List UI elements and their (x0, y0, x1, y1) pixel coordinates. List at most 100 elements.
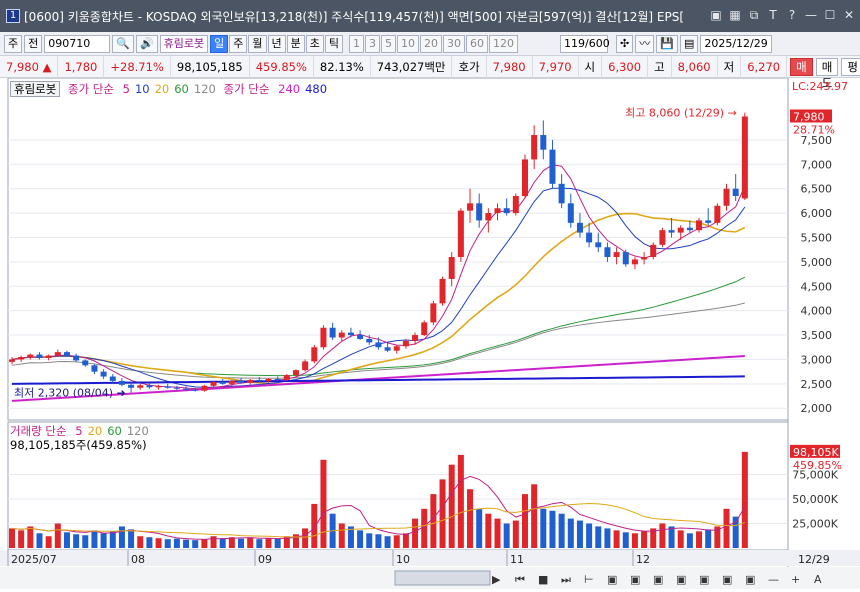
volume-bar (201, 539, 208, 548)
code-prefix[interactable]: 전 (24, 34, 43, 53)
interval-tab-5[interactable]: 30 (443, 34, 466, 53)
data-count[interactable]: 119/600 (560, 34, 610, 53)
nav-icon: ▣ (676, 573, 686, 586)
nav-icon: ▣ (607, 573, 617, 586)
price-axis-label: 4,500 (801, 280, 833, 293)
price-volume-chart[interactable]: 7,500 7,000 6,500 6,000 5,500 5,000 4,500 4,000… (0, 77, 860, 589)
candle-body (256, 379, 263, 381)
volume-bar (228, 537, 235, 548)
volume-bar (595, 526, 602, 548)
volume-bar (173, 538, 180, 548)
volume-bar (311, 503, 318, 548)
volume-bar (320, 459, 327, 548)
period-tab-4[interactable]: 분 (286, 34, 305, 53)
volume-bar (604, 528, 611, 548)
search-icon[interactable]: 🔍 (112, 34, 134, 53)
candle-body (714, 205, 721, 223)
speaker-icon[interactable]: 🔊 (135, 34, 158, 53)
volume-bar (357, 530, 364, 548)
candle-body (109, 376, 116, 381)
nav-icon: ⏮ (515, 573, 525, 586)
volume-legend-label: 거래량 (10, 424, 42, 438)
period-tab-3[interactable]: 년 (267, 34, 286, 53)
calendar-icon[interactable]: ▤ (679, 34, 699, 53)
ma2-periods-240: 240 (278, 82, 301, 96)
candle-body (476, 203, 483, 221)
candle-body (366, 338, 373, 343)
price-axis-label: 6,500 (801, 183, 833, 196)
open-label: 시 (579, 55, 603, 78)
crosshair-icon[interactable]: ✣ (616, 34, 634, 53)
ma2-periods-480: 480 (305, 82, 328, 96)
volume-bar (613, 530, 620, 548)
price-axis-label: 7,000 (801, 158, 833, 171)
maximize-icon[interactable]: ☐ (824, 8, 836, 22)
interval-tab-7[interactable]: 120 (489, 34, 519, 53)
scroll-thumb (394, 570, 491, 586)
ma-periods-120: 120 (193, 82, 216, 96)
buy-button[interactable]: 매수 (790, 57, 813, 90)
interval-tab-0[interactable]: 1 (349, 34, 365, 53)
candle-body (329, 327, 336, 338)
period-tab-6[interactable]: 틱 (324, 34, 344, 53)
save-icon[interactable]: 💾 (656, 34, 678, 53)
candle-body (384, 347, 391, 351)
period-tab-1[interactable]: 주 (229, 34, 248, 53)
font-icon[interactable]: T (769, 8, 777, 22)
x-axis-bar (0, 550, 860, 566)
tile-icon[interactable]: ⧉ (749, 8, 759, 22)
candle-body (274, 378, 281, 380)
volume-bar (696, 531, 703, 548)
interval-tab-3[interactable]: 10 (397, 34, 420, 53)
lc-label: LC:243.97 (792, 80, 848, 93)
volume-bar (494, 518, 501, 548)
candle-body (292, 370, 299, 376)
interval-tab-6[interactable]: 60 (466, 34, 489, 53)
candle-body (311, 347, 318, 362)
volume-bar (521, 494, 528, 548)
interval-tab-2[interactable]: 5 (381, 34, 397, 53)
volume-bar (677, 530, 684, 548)
last-volume-pct: 459.85% (793, 459, 842, 472)
grid-icon[interactable]: ▦ (729, 8, 741, 22)
chart-type-icon[interactable]: 〰 (635, 34, 655, 53)
candle-body (604, 247, 611, 257)
volume-bar (9, 528, 15, 548)
link-icon[interactable]: ▣ (710, 8, 722, 22)
nav-icon: — (768, 573, 779, 586)
period-tab-0[interactable]: 일 (210, 34, 229, 53)
volume-bar (54, 523, 61, 548)
interval-tab-4[interactable]: 20 (420, 34, 443, 53)
candle-body (118, 380, 125, 385)
stock-code-input[interactable]: 090710 (44, 34, 111, 53)
close-icon[interactable]: ✕ (843, 8, 855, 22)
sell-button[interactable]: 매도 (815, 57, 839, 90)
market-select[interactable]: 주 (4, 34, 23, 53)
candle-body (210, 381, 217, 386)
period-tab-5[interactable]: 초 (305, 34, 324, 53)
interval-tab-1[interactable]: 3 (365, 34, 381, 53)
volume-bar (503, 523, 510, 548)
volume-bar (366, 533, 373, 548)
volume-bar (402, 533, 409, 548)
help-icon[interactable]: ? (788, 8, 796, 22)
volume-bar (476, 508, 483, 548)
high-label: 고 (648, 55, 672, 78)
candle-body (183, 388, 190, 390)
volume-bar (27, 526, 34, 548)
chart-area[interactable]: 7,500 7,000 6,500 6,000 5,500 5,000 4,500 4,000… (0, 77, 860, 589)
candle-body (201, 385, 208, 391)
period-tab-2[interactable]: 월 (248, 34, 267, 53)
candle-body (9, 359, 15, 362)
x-axis-label: 12 (636, 553, 650, 566)
minimize-icon[interactable]: — (805, 8, 817, 22)
date-input[interactable]: 2025/12/29 (700, 34, 772, 53)
volume-bar (586, 523, 593, 548)
candle-body (705, 220, 712, 223)
stock-legend[interactable]: 휴림로봇 (10, 81, 61, 97)
eval-button[interactable]: 평 (841, 57, 860, 76)
candle-body (659, 230, 666, 245)
nav-icon: A (814, 573, 822, 586)
candle-body (641, 257, 648, 260)
